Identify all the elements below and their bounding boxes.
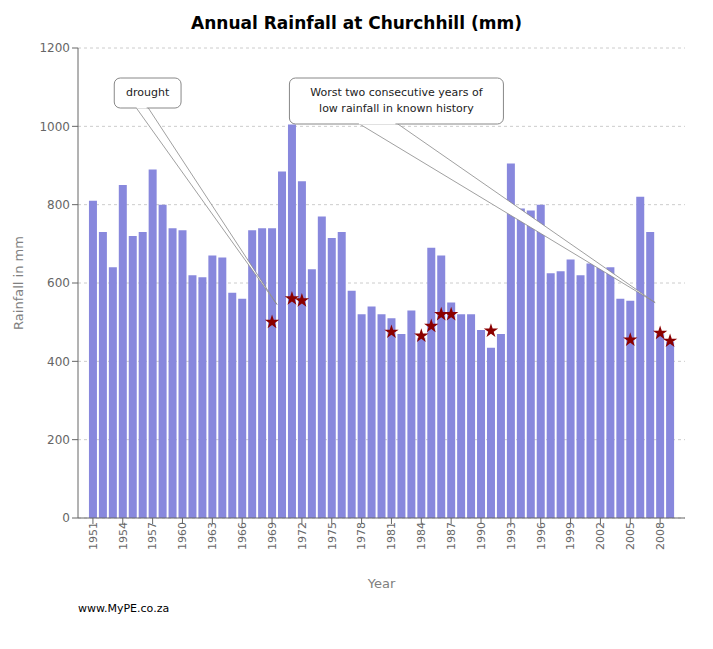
svg-text:1957: 1957: [146, 522, 159, 550]
svg-text:1987: 1987: [445, 522, 458, 550]
svg-text:800: 800: [47, 198, 70, 212]
svg-text:1975: 1975: [326, 522, 339, 550]
svg-text:2002: 2002: [594, 522, 607, 550]
svg-text:1954: 1954: [117, 522, 130, 550]
svg-text:Rainfall in mm: Rainfall in mm: [11, 236, 26, 330]
svg-text:1966: 1966: [236, 522, 249, 550]
svg-text:2008: 2008: [654, 522, 667, 550]
svg-text:1951: 1951: [87, 522, 100, 550]
svg-text:2005: 2005: [624, 522, 637, 550]
svg-text:1200: 1200: [39, 41, 70, 55]
svg-text:1000: 1000: [39, 120, 70, 134]
html-text:Annual Rainfall at Churchhill: Annual Rainfall at Churchhill (mm): [191, 13, 522, 33]
svg-text:1972: 1972: [296, 522, 309, 550]
svg-text:Year: Year: [367, 576, 396, 591]
svg-text:1990: 1990: [475, 522, 488, 550]
svg-text:1969: 1969: [266, 522, 279, 550]
svg-text:1999: 1999: [564, 522, 577, 550]
svg-text:1984: 1984: [415, 522, 428, 550]
svg-text:1981: 1981: [385, 522, 398, 550]
svg-text:drought: drought: [126, 86, 170, 99]
svg-text:200: 200: [47, 433, 70, 447]
svg-text:1996: 1996: [535, 522, 548, 550]
svg-text:1963: 1963: [206, 522, 219, 550]
svg-text:Worst two consecutive years of: Worst two consecutive years oflow rainfa…: [310, 86, 483, 115]
svg-text:600: 600: [47, 276, 70, 290]
svg-text:0: 0: [62, 511, 70, 525]
svg-text:1960: 1960: [176, 522, 189, 550]
svg-text:1978: 1978: [355, 522, 368, 550]
svg-text:1993: 1993: [505, 522, 518, 550]
svg-text:400: 400: [47, 355, 70, 369]
html-text:www.MyPE.co.za: www.MyPE.co.za: [78, 602, 170, 615]
